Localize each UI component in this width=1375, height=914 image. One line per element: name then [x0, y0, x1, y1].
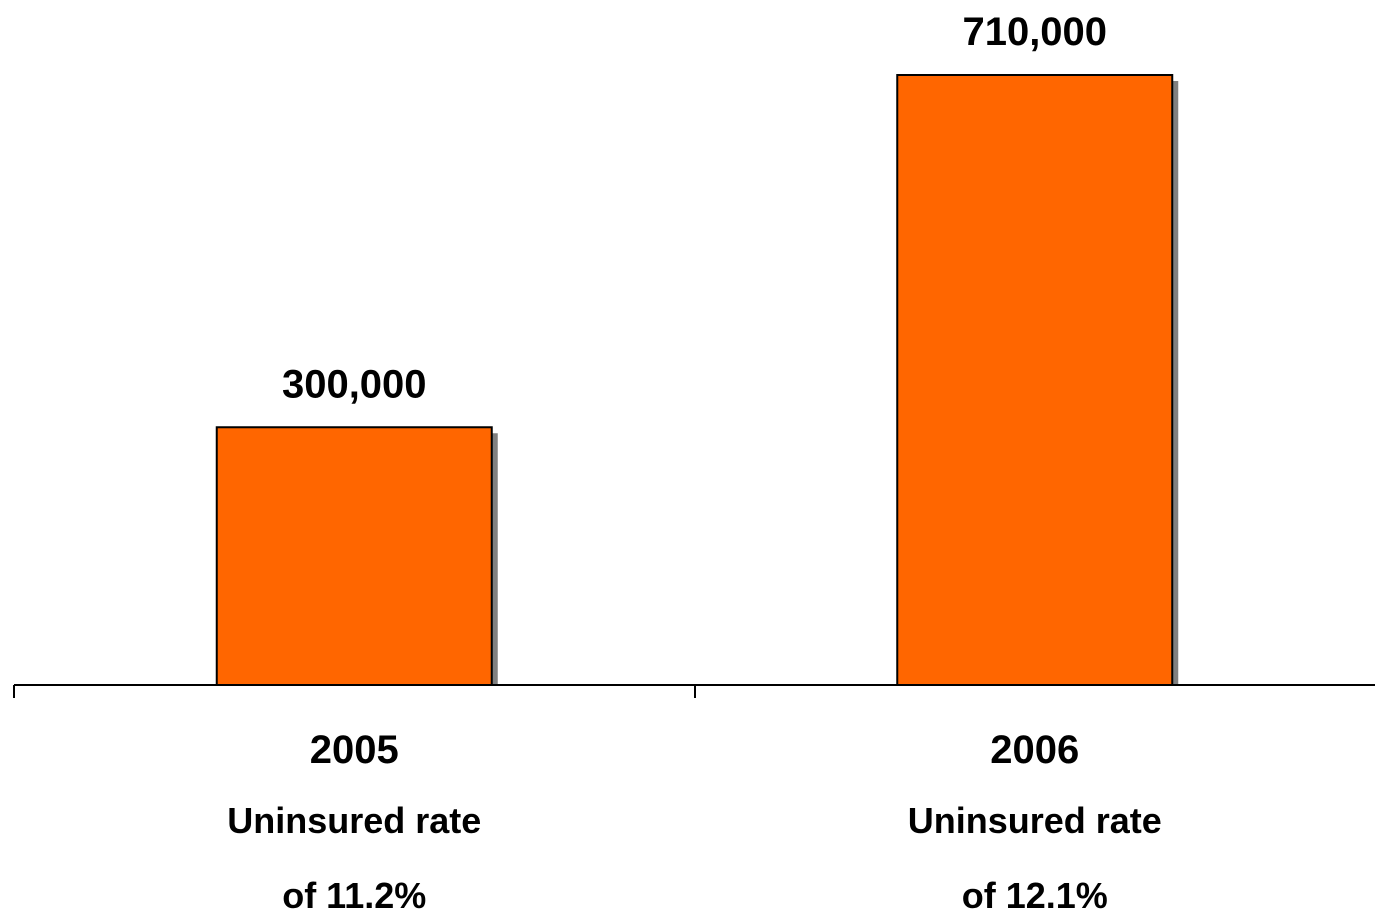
- bar-2006: [896, 74, 1174, 686]
- data-label: 300,000: [282, 362, 427, 406]
- data-label: 710,000: [962, 10, 1107, 54]
- x-axis-ticks: [13, 685, 696, 698]
- category-sublabel: of 12.1%: [962, 875, 1108, 914]
- x-tick-label: 2005: [310, 728, 399, 772]
- category-sublabel: Uninsured rate: [227, 800, 481, 841]
- category-sublabel: of 11.2%: [282, 875, 426, 914]
- category-sublabel: Uninsured rate: [908, 800, 1162, 841]
- bars-layer: [215, 74, 1179, 686]
- bar-2005: [215, 426, 493, 686]
- labels-layer: 300,000 2005 Uninsured rate of 11.2% 710,000…: [227, 10, 1162, 914]
- x-tick-label: 2006: [990, 728, 1079, 772]
